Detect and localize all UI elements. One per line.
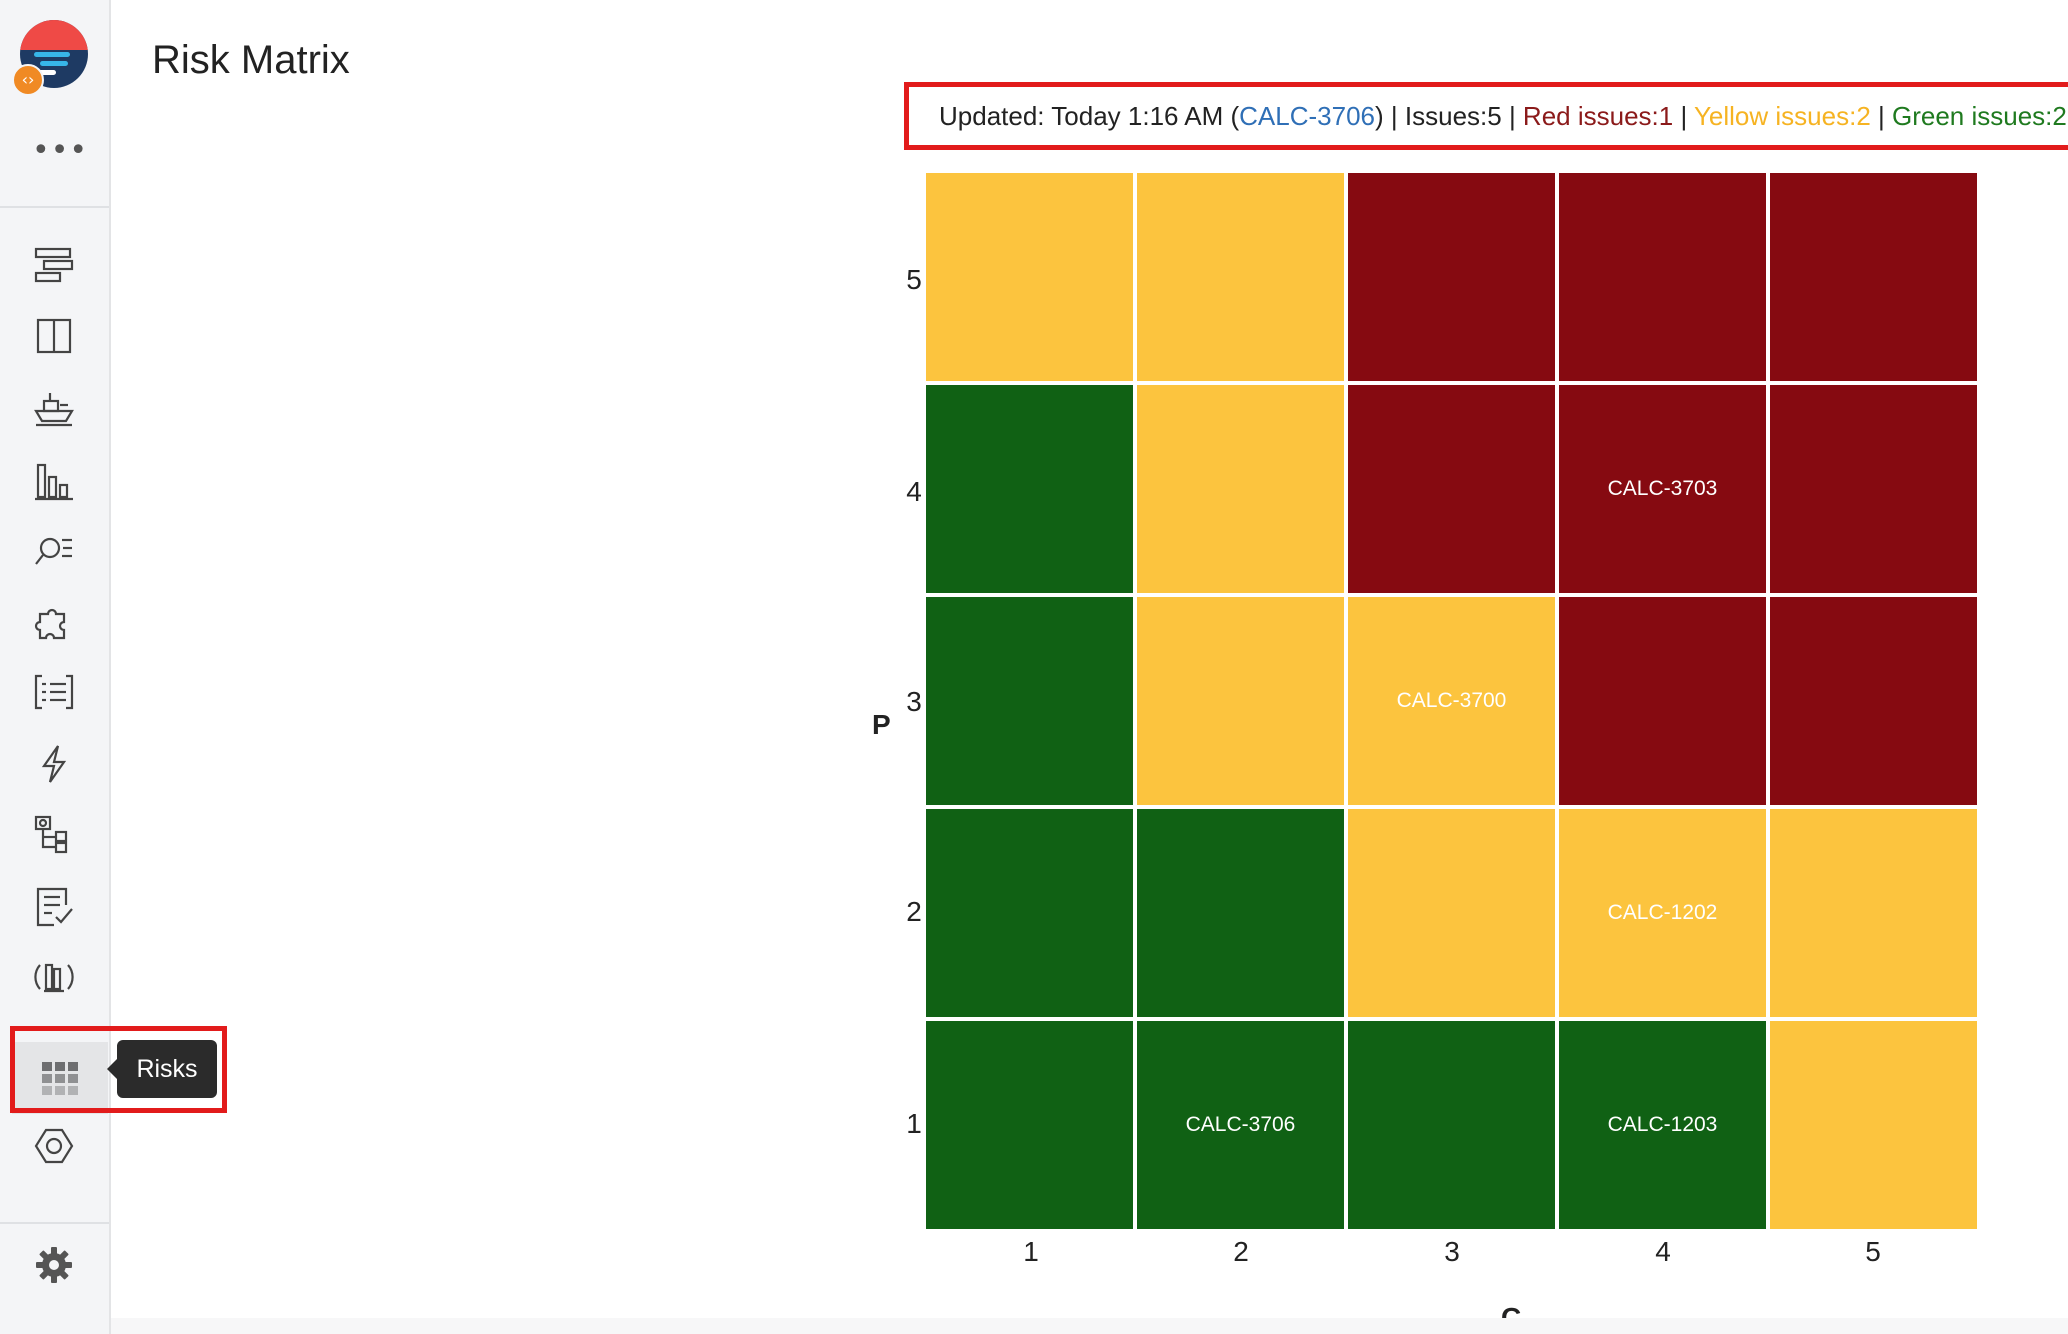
matrix-cell — [1559, 597, 1766, 805]
puzzle-icon — [34, 608, 66, 640]
x-tick-label: 3 — [1444, 1236, 1460, 1267]
sidebar-item-search[interactable] — [18, 521, 90, 579]
y-tick-label: 1 — [906, 1108, 922, 1139]
updated-label: Updated: Today 1:16 AM ( — [939, 101, 1240, 131]
risks-grid-icon — [42, 1062, 78, 1095]
footer-band — [111, 1318, 2068, 1334]
matrix-cell[interactable]: CALC-3706 — [1137, 1021, 1344, 1229]
sidebar-item-releases[interactable] — [18, 378, 90, 436]
matrix-cell — [926, 597, 1133, 805]
issue-key-label[interactable]: CALC-3703 — [1607, 477, 1718, 500]
sidebar-item-timeline[interactable] — [18, 236, 90, 294]
y-tick-label: 4 — [906, 476, 922, 507]
matrix-cell — [1770, 173, 1977, 381]
more-options-button[interactable]: ••• — [32, 133, 89, 168]
matrix-cell — [1137, 809, 1344, 1017]
matrix-cell[interactable]: CALC-1202 — [1559, 809, 1766, 1017]
sidebar-item-list[interactable] — [18, 663, 90, 721]
settings-button[interactable] — [18, 1236, 90, 1294]
matrix-cell — [1770, 597, 1977, 805]
bar-chart-icon — [35, 463, 73, 501]
matrix-cell[interactable]: CALC-3700 — [1348, 597, 1555, 805]
risk-matrix: CALC-3703 CALC-3700 CALC-1202 CALC-3706 CALC… — [926, 173, 1977, 1229]
matrix-cell — [926, 385, 1133, 593]
matrix-cell[interactable]: CALC-3703 — [1559, 385, 1766, 593]
sidebar-item-automation[interactable] — [18, 735, 90, 793]
lightning-icon — [41, 745, 67, 783]
library-icon — [34, 963, 74, 993]
matrix-cell — [1348, 173, 1555, 381]
y-tick-label: 5 — [906, 264, 922, 295]
sidebar-divider — [0, 1222, 109, 1224]
green-issues-count: Green issues:2 — [1891, 101, 2067, 131]
matrix-cell — [926, 1021, 1133, 1229]
x-tick-label: 1 — [1023, 1236, 1039, 1267]
issue-key-label[interactable]: CALC-3700 — [1396, 689, 1507, 712]
issue-key-label[interactable]: CALC-1203 — [1607, 1113, 1718, 1136]
timeline-icon — [34, 247, 74, 283]
matrix-cell — [1348, 385, 1555, 593]
sidebar-item-tests[interactable] — [18, 878, 90, 936]
matrix-cell — [1137, 597, 1344, 805]
sidebar-item-library[interactable] — [18, 948, 90, 1006]
sidebar: ‹› ••• — [0, 0, 111, 1334]
updated-suffix: ) — [1375, 101, 1384, 131]
red-issues-count: Red issues:1 — [1522, 101, 1674, 131]
matrix-cell — [1348, 809, 1555, 1017]
risks-highlight-box — [10, 1026, 227, 1113]
matrix-cell — [926, 173, 1133, 381]
separator: | — [1870, 101, 1892, 131]
matrix-cell[interactable]: CALC-1203 — [1559, 1021, 1766, 1229]
matrix-cell — [1348, 1021, 1555, 1229]
ship-icon — [34, 393, 74, 427]
sidebar-divider — [0, 206, 109, 208]
sidebar-item-apps[interactable] — [18, 593, 90, 651]
list-icon — [34, 674, 74, 710]
matrix-cell — [926, 809, 1133, 1017]
issues-count: Issues:5 — [1404, 101, 1502, 131]
issue-key-label[interactable]: CALC-3706 — [1185, 1113, 1296, 1136]
sidebar-item-risks[interactable] — [12, 1042, 108, 1114]
board-icon — [36, 318, 72, 354]
sidebar-item-board[interactable] — [18, 307, 90, 365]
separator: | — [1383, 101, 1405, 131]
risks-tooltip: Risks — [107, 1040, 217, 1098]
code-badge-icon: ‹› — [12, 64, 44, 96]
y-tick-label: 2 — [906, 896, 922, 927]
issue-key-label[interactable]: CALC-1202 — [1607, 901, 1718, 924]
hierarchy-icon — [34, 815, 68, 854]
matrix-cell — [1137, 173, 1344, 381]
y-axis-title: P — [872, 709, 891, 740]
page-title: Risk Matrix — [152, 38, 350, 82]
sidebar-item-hierarchy[interactable] — [18, 806, 90, 864]
updated-issue-link[interactable]: CALC-3706 — [1239, 101, 1376, 131]
x-tick-label: 4 — [1655, 1236, 1671, 1267]
yellow-issues-count: Yellow issues:2 — [1693, 101, 1871, 131]
status-bar: Updated: Today 1:16 AM (CALC-3706) | Iss… — [904, 82, 2068, 150]
hexagon-icon — [34, 1128, 74, 1164]
y-tick-label: 3 — [906, 686, 922, 717]
gear-icon — [36, 1247, 72, 1283]
x-tick-label: 5 — [1865, 1236, 1881, 1267]
matrix-cell — [1559, 173, 1766, 381]
matrix-cell — [1770, 809, 1977, 1017]
sidebar-item-hexagon[interactable] — [18, 1117, 90, 1175]
x-tick-label: 2 — [1233, 1236, 1249, 1267]
checklist-icon — [36, 887, 73, 927]
sidebar-item-reports[interactable] — [18, 452, 90, 510]
separator: | — [1673, 101, 1694, 131]
matrix-cell — [1770, 1021, 1977, 1229]
search-list-icon — [35, 537, 72, 565]
separator: | — [1501, 101, 1523, 131]
matrix-cell — [1770, 385, 1977, 593]
matrix-cell — [1137, 385, 1344, 593]
